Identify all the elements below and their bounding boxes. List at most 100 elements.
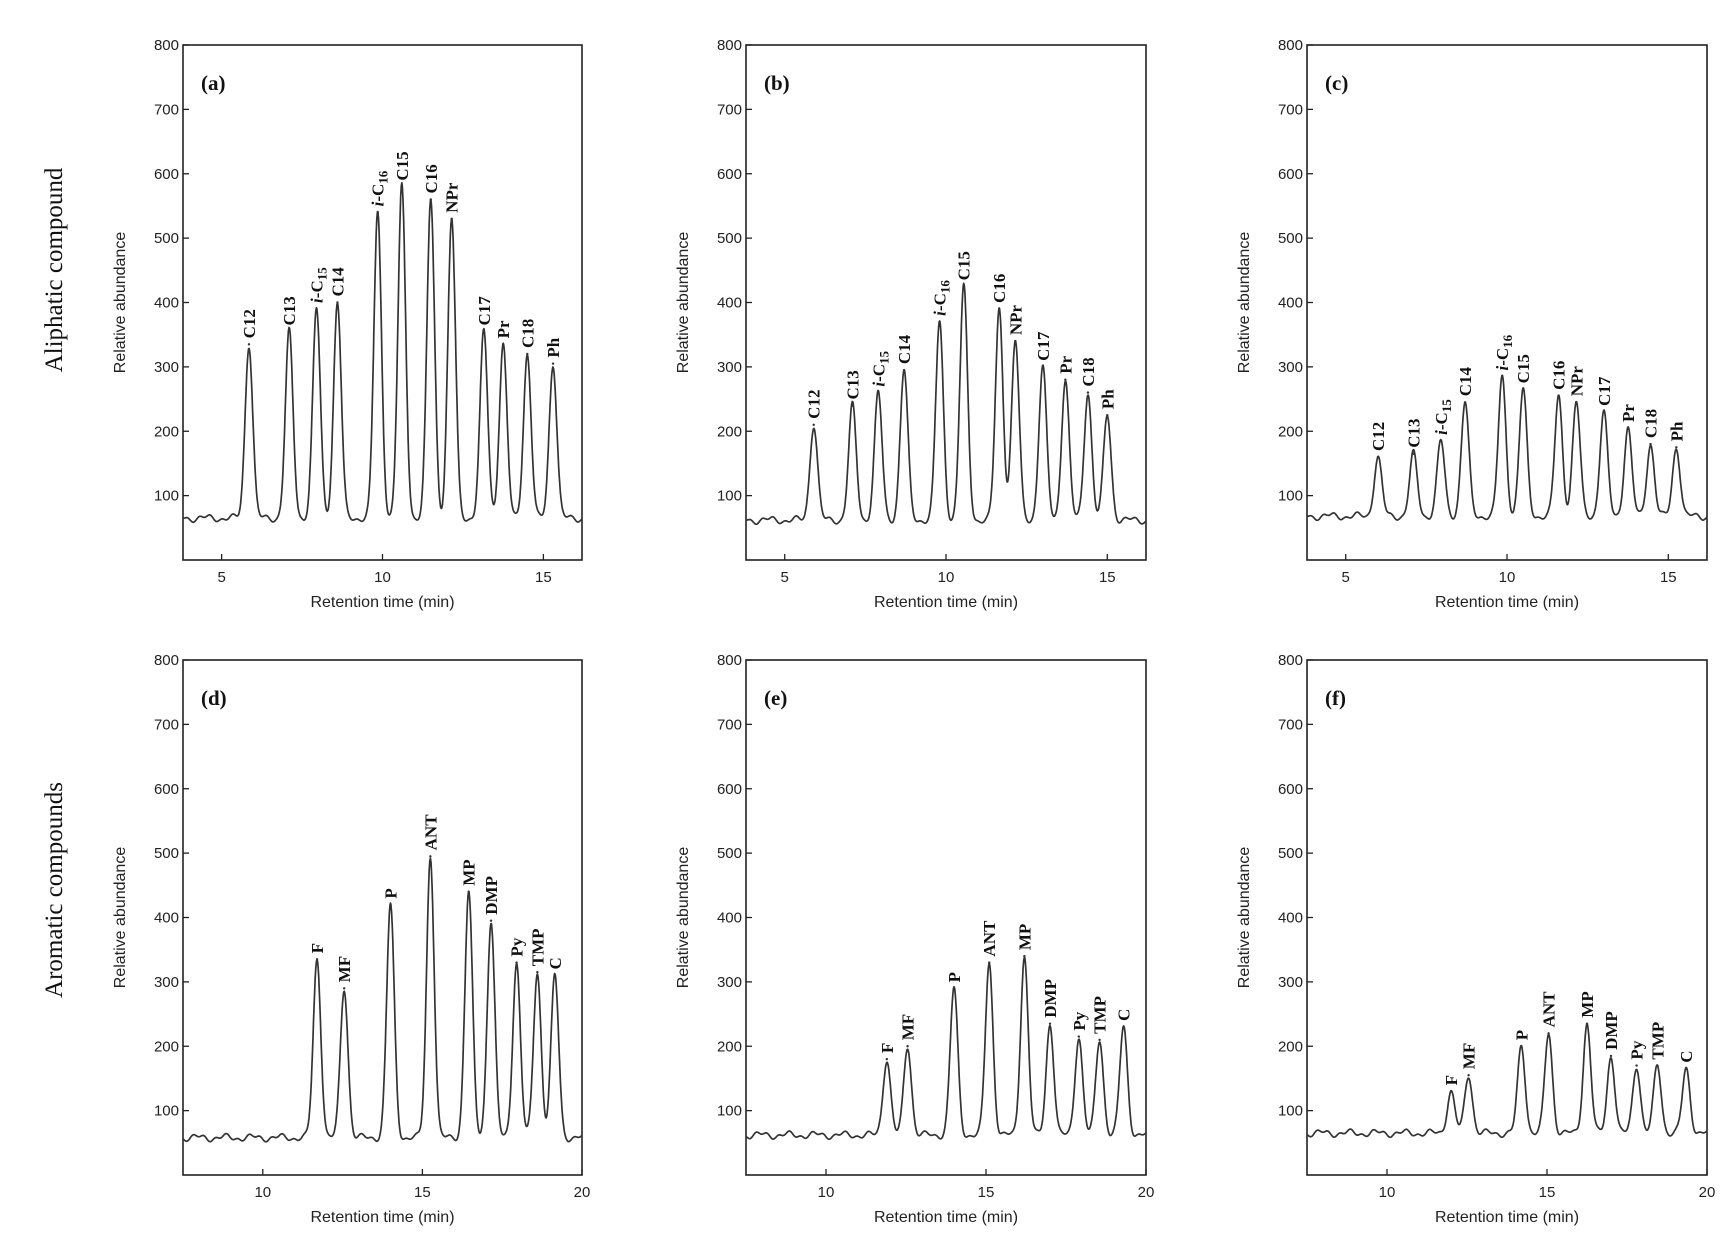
y-tick-label: 400 [1278,295,1303,312]
peak-label: MF [1460,1043,1479,1069]
peak-apex [315,307,318,311]
x-tick-label: 15 [1660,569,1677,586]
peak-label: NPr [1006,304,1025,335]
peak-label: Py [1628,1040,1647,1059]
peak-label: C12 [240,309,259,338]
peak-label: C13 [280,296,299,325]
peak-apex [501,343,505,346]
y-tick-label: 300 [1278,359,1303,376]
peak-apex [336,301,339,304]
peak-label: C14 [328,267,347,297]
peak-label: Ph [544,337,563,357]
y-tick-label: 100 [1278,488,1303,505]
peak-apex [450,217,453,221]
peak-apex [247,343,251,346]
y-axis-label: Relative abundance [112,232,129,374]
peak-apex [1685,1067,1688,1070]
peak-apex [1520,1045,1523,1048]
peak-apex [342,987,346,990]
peak-apex [1585,1022,1589,1025]
x-tick-label: 10 [938,569,955,586]
x-tick-label: 15 [1099,569,1116,586]
chromatogram-trace [1306,1023,1708,1139]
peak-apex [1086,391,1090,394]
y-tick-label: 800 [1278,37,1303,54]
peak-label: C15 [393,151,412,180]
y-tick-label: 400 [154,910,179,927]
x-tick-label: 20 [1699,1184,1716,1201]
peak-apex [988,961,991,964]
peak-label: F [878,1043,897,1053]
panel-a: 100 200 300 400 500 600 700 800 5 10 15 Retention t… [112,37,583,611]
peak-apex [885,1057,888,1061]
peak-apex [526,352,529,356]
y-tick-label: 200 [1278,423,1303,440]
peak-apex [1500,375,1504,378]
peak-label: C17 [1595,376,1614,406]
y-tick-label: 500 [717,230,742,247]
peak-apex [1077,1035,1081,1038]
peak-label: TMP [1091,996,1110,1034]
y-tick-label: 200 [717,423,742,440]
y-tick-label: 700 [717,101,742,118]
peak-label: C [546,957,565,969]
peak-apex [482,330,486,333]
x-axis-label: Retention time (min) [310,1209,454,1226]
y-axis-label: Relative abundance [675,232,692,374]
peak-label: C16 [422,164,441,193]
peak-apex [376,211,379,214]
peak-apex [536,971,539,974]
y-tick-label: 600 [154,781,179,798]
peak-label: C16 [1550,361,1569,390]
y-tick-label: 100 [154,1103,179,1120]
y-tick-label: 700 [154,716,179,733]
peak-apex [1041,365,1044,369]
peak-apex [1412,452,1415,455]
y-axis-label: Relative abundance [112,847,129,989]
peak-label: C13 [843,370,862,399]
peak-apex [902,368,906,372]
y-tick-label: 800 [717,652,742,669]
peak-label: i-C15 [1432,399,1454,435]
y-tick-label: 400 [1278,910,1303,927]
y-tick-label: 400 [717,910,742,927]
peak-label: DMP [1041,979,1060,1018]
x-tick-label: 15 [1539,1184,1556,1201]
peak-label: Py [508,937,527,956]
chromatogram-trace [745,956,1147,1141]
y-tick-label: 300 [154,359,179,376]
peak-apex [1376,455,1380,459]
y-tick-label: 500 [154,230,179,247]
peak-apex [467,890,470,893]
peak-label: C17 [1034,331,1053,361]
peak-label: i-C15 [308,267,330,303]
x-tick-label: 15 [414,1184,431,1201]
peak-label: TMP [528,928,547,966]
x-axis-label: Retention time (min) [1435,594,1579,611]
y-tick-label: 800 [1278,652,1303,669]
row-label-aromatic: Aromatic compounds [41,782,68,998]
peak-label: P [1512,1030,1531,1040]
chromatogram-trace [1306,374,1708,522]
peak-apex [1656,1064,1659,1067]
peak-apex [1609,1054,1613,1058]
y-tick-label: 700 [1278,101,1303,118]
panel-b: 100 200 300 400 500 600 700 800 5 10 15 Retention t… [675,37,1147,611]
x-tick-label: 5 [217,569,225,586]
x-tick-label: 20 [1138,1184,1155,1201]
y-tick-label: 200 [717,1038,742,1055]
peak-label: NPr [443,182,462,213]
peak-label: C14 [1456,367,1475,397]
y-tick-label: 500 [154,845,179,862]
y-tick-label: 600 [1278,166,1303,183]
peak-apex [489,919,493,922]
x-axis-label: Retention time (min) [874,1209,1018,1226]
x-tick-label: 10 [1499,569,1516,586]
y-tick-label: 200 [1278,1038,1303,1055]
x-axis-label: Retention time (min) [874,594,1018,611]
peak-apex [315,958,319,961]
peak-label: Pr [1619,404,1638,422]
y-tick-label: 400 [154,295,179,312]
peak-label: ANT [980,920,999,957]
